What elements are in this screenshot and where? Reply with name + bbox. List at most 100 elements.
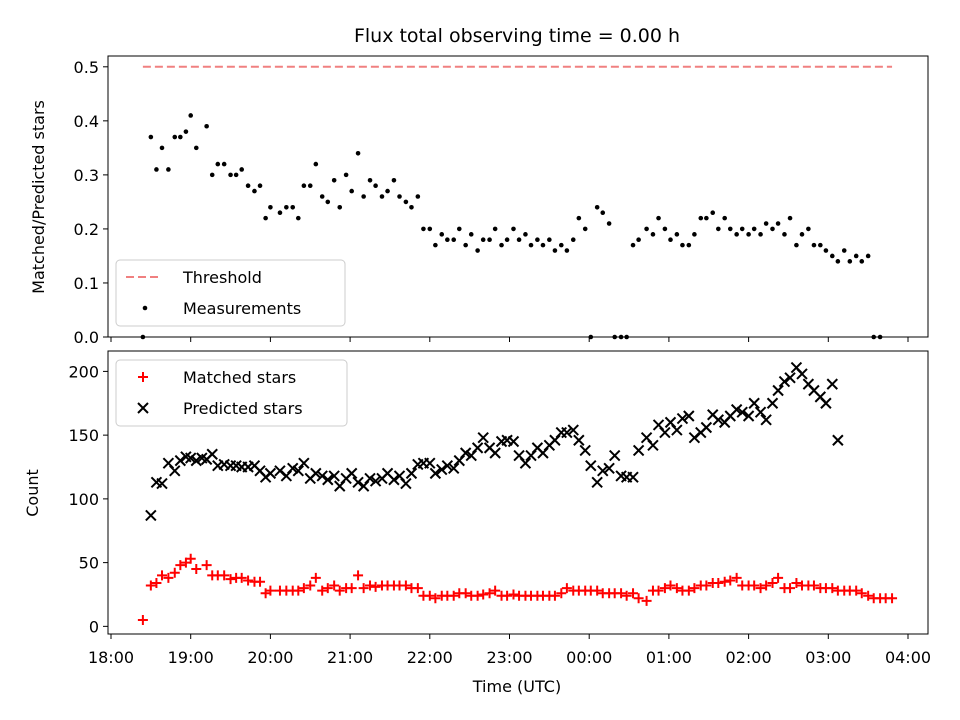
measurement-point bbox=[263, 215, 268, 221]
measurement-point bbox=[204, 123, 209, 129]
predicted-stars-point bbox=[766, 397, 779, 409]
measurement-point bbox=[379, 194, 385, 199]
measurement-point bbox=[865, 253, 871, 259]
measurement-point bbox=[343, 172, 349, 178]
predicted-stars-point bbox=[145, 509, 157, 522]
count-axes-frame bbox=[107, 350, 929, 635]
count-y-tick-label: 100 bbox=[68, 490, 99, 509]
matched-stars-point bbox=[725, 575, 736, 586]
x-tick-label: 19:00 bbox=[168, 648, 214, 667]
predicted-stars-point bbox=[345, 467, 358, 480]
measurement-point bbox=[644, 226, 649, 232]
measurement-point bbox=[734, 232, 739, 237]
predicted-stars-point bbox=[627, 471, 639, 483]
matched-stars-point bbox=[653, 585, 664, 596]
x-tick-label: 20:00 bbox=[247, 648, 293, 667]
measurement-point bbox=[480, 237, 486, 243]
measurement-point bbox=[221, 161, 227, 167]
matched-stars-point bbox=[265, 585, 276, 596]
matched-stars-point bbox=[490, 585, 501, 596]
matched-stars-point bbox=[346, 583, 357, 594]
matched-stars-point bbox=[731, 572, 742, 583]
matched-stars-point bbox=[358, 583, 369, 594]
measurement-point bbox=[178, 134, 183, 140]
measurement-point bbox=[559, 242, 564, 248]
matched-stars-point bbox=[856, 588, 867, 599]
measurement-point bbox=[692, 232, 697, 237]
measurement-point bbox=[166, 167, 171, 172]
measurement-point bbox=[758, 232, 763, 237]
ratio-y-tick-label: 0.2 bbox=[74, 220, 99, 239]
matched-stars-point bbox=[137, 614, 148, 625]
predicted-stars-point bbox=[190, 454, 202, 467]
matched-stars-point bbox=[761, 580, 772, 591]
measurement-point bbox=[564, 248, 570, 253]
predicted-stars-point bbox=[676, 412, 689, 425]
x-axis-label: Time (UTC) bbox=[472, 677, 561, 696]
matched-stars-point bbox=[317, 585, 328, 596]
matched-stars-point bbox=[353, 570, 364, 581]
measurement-point bbox=[847, 259, 853, 264]
ratio-y-tick-label: 0.1 bbox=[74, 274, 99, 293]
measurement-point bbox=[547, 237, 552, 243]
predicted-stars-point bbox=[671, 424, 683, 436]
matched-stars-point bbox=[863, 590, 874, 601]
matched-stars-point bbox=[305, 580, 316, 591]
measurement-point bbox=[582, 226, 588, 232]
legend-label: Measurements bbox=[183, 299, 301, 318]
matched-stars-point bbox=[628, 588, 639, 599]
matched-stars-point bbox=[400, 580, 411, 591]
measurement-point bbox=[439, 232, 445, 237]
matched-stars-point bbox=[191, 563, 202, 574]
measurement-point bbox=[770, 226, 775, 232]
measurement-point bbox=[245, 183, 251, 188]
matched-stars-point bbox=[665, 580, 676, 591]
predicted-stars-point bbox=[292, 465, 305, 477]
predicted-stars-point bbox=[754, 406, 767, 418]
measurement-point bbox=[504, 237, 510, 243]
measurement-point bbox=[487, 237, 492, 243]
predicted-stars-point bbox=[264, 467, 277, 480]
matched-stars-point bbox=[298, 583, 309, 594]
measurement-point bbox=[409, 205, 414, 210]
matched-stars-point bbox=[671, 583, 682, 594]
measurement-point bbox=[511, 226, 516, 232]
x-tick-label: 22:00 bbox=[407, 648, 453, 667]
matched-stars-point bbox=[478, 589, 489, 600]
predicted-stars-point bbox=[730, 403, 743, 416]
legend-predicted-swatch bbox=[137, 402, 149, 414]
matched-stars-point bbox=[749, 580, 760, 591]
predicted-stars-point bbox=[603, 462, 615, 474]
y-axis-label-ratio: Matched/Predicted stars bbox=[29, 100, 48, 294]
predicted-stars-point bbox=[579, 444, 591, 457]
measurement-point bbox=[552, 248, 558, 253]
predicted-stars-point bbox=[736, 406, 748, 418]
matched-stars-point bbox=[329, 580, 340, 591]
predicted-stars-point bbox=[424, 457, 436, 469]
measurement-point bbox=[811, 242, 817, 248]
measurement-point bbox=[746, 232, 751, 237]
predicted-stars-point bbox=[700, 421, 713, 434]
matched-stars-point bbox=[370, 581, 381, 592]
measurement-point bbox=[570, 237, 576, 243]
measurement-point bbox=[331, 177, 337, 183]
measurement-point bbox=[739, 226, 745, 232]
predicted-stars-point bbox=[441, 460, 454, 472]
measurement-point bbox=[427, 226, 433, 232]
matched-stars-point bbox=[201, 560, 212, 571]
matched-stars-point bbox=[145, 580, 156, 591]
measurement-point bbox=[523, 232, 528, 237]
predicted-stars-point bbox=[369, 475, 382, 487]
x-tick-label: 23:00 bbox=[486, 648, 532, 667]
legend-measurement-swatch bbox=[142, 305, 148, 311]
matched-stars-point bbox=[561, 583, 572, 594]
matched-stars-point bbox=[243, 575, 254, 586]
matched-stars-point bbox=[827, 583, 838, 594]
count-plot-area bbox=[137, 361, 898, 625]
measurement-point bbox=[751, 226, 757, 232]
matched-stars-point bbox=[424, 590, 435, 601]
measurement-point bbox=[818, 242, 823, 248]
measurement-point bbox=[662, 226, 668, 232]
predicted-stars-point bbox=[448, 462, 460, 474]
predicted-stars-point bbox=[400, 477, 412, 490]
